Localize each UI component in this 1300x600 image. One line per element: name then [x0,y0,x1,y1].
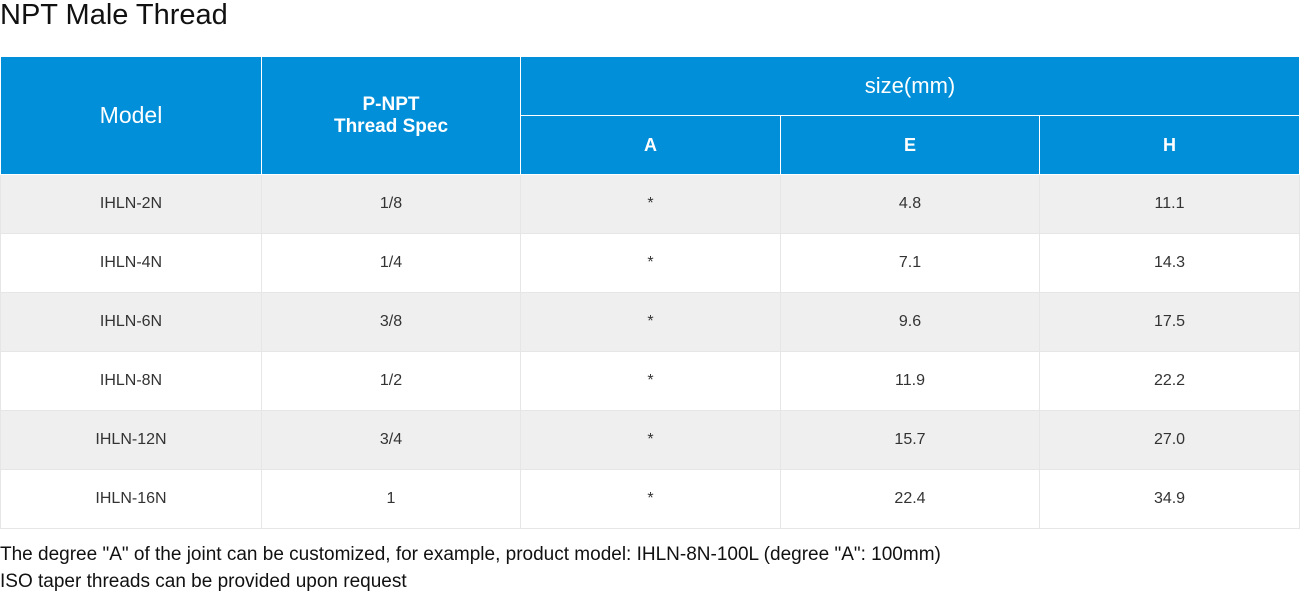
cell-thread: 1 [261,469,521,529]
table-header: Model P-NPT Thread Spec size(mm) A E H [0,56,1300,175]
note-iso-threads: ISO taper threads can be provided upon r… [0,571,407,592]
cell-model: IHLN-2N [0,174,262,234]
cell-h: 22.2 [1038,351,1300,411]
cell-e: 15.7 [780,410,1040,470]
cell-model: IHLN-6N [0,292,262,352]
cell-e: 7.1 [780,233,1040,293]
cell-h: 34.9 [1038,469,1300,529]
cell-a: * [520,233,781,293]
header-size-group: size(mm) [519,56,1300,116]
cell-thread: 3/4 [261,410,521,470]
cell-h: 17.5 [1038,292,1300,352]
table-row: IHLN-2N 1/8 * 4.8 11.1 [0,174,1300,234]
table-body: IHLN-2N 1/8 * 4.8 11.1 IHLN-4N 1/4 * 7.1… [0,174,1300,529]
header-row-top: Model P-NPT Thread Spec size(mm) [0,56,1300,175]
cell-h: 27.0 [1038,410,1300,470]
table-row: IHLN-12N 3/4 * 15.7 27.0 [0,410,1300,470]
header-thread-line2: Thread Spec [333,115,449,137]
header-thread-spec: P-NPT Thread Spec [261,56,521,175]
header-e: E [780,115,1040,175]
cell-e: 11.9 [780,351,1040,411]
header-h: H [1038,115,1300,175]
cell-thread: 3/8 [261,292,521,352]
spec-table: Model P-NPT Thread Spec size(mm) A E H I… [0,56,1300,529]
cell-h: 11.1 [1038,174,1300,234]
table-row: IHLN-4N 1/4 * 7.1 14.3 [0,233,1300,293]
cell-e: 4.8 [780,174,1040,234]
page-title: NPT Male Thread [0,0,228,31]
cell-a: * [520,174,781,234]
cell-e: 22.4 [780,469,1040,529]
header-thread-line1: P-NPT [362,93,420,115]
table-row: IHLN-6N 3/8 * 9.6 17.5 [0,292,1300,352]
table-row: IHLN-16N 1 * 22.4 34.9 [0,469,1300,529]
header-a: A [520,115,781,175]
cell-thread: 1/4 [261,233,521,293]
cell-thread: 1/2 [261,351,521,411]
header-row-sub: A E H [1,115,1300,175]
header-model: Model [0,56,262,175]
table-row: IHLN-8N 1/2 * 11.9 22.2 [0,351,1300,411]
cell-model: IHLN-8N [0,351,262,411]
cell-h: 14.3 [1038,233,1300,293]
cell-model: IHLN-16N [0,469,262,529]
cell-a: * [520,469,781,529]
cell-model: IHLN-4N [0,233,262,293]
cell-a: * [520,292,781,352]
cell-thread: 1/8 [261,174,521,234]
note-customization: The degree "A" of the joint can be custo… [0,544,941,565]
cell-e: 9.6 [780,292,1040,352]
cell-a: * [520,351,781,411]
cell-model: IHLN-12N [0,410,262,470]
cell-a: * [520,410,781,470]
